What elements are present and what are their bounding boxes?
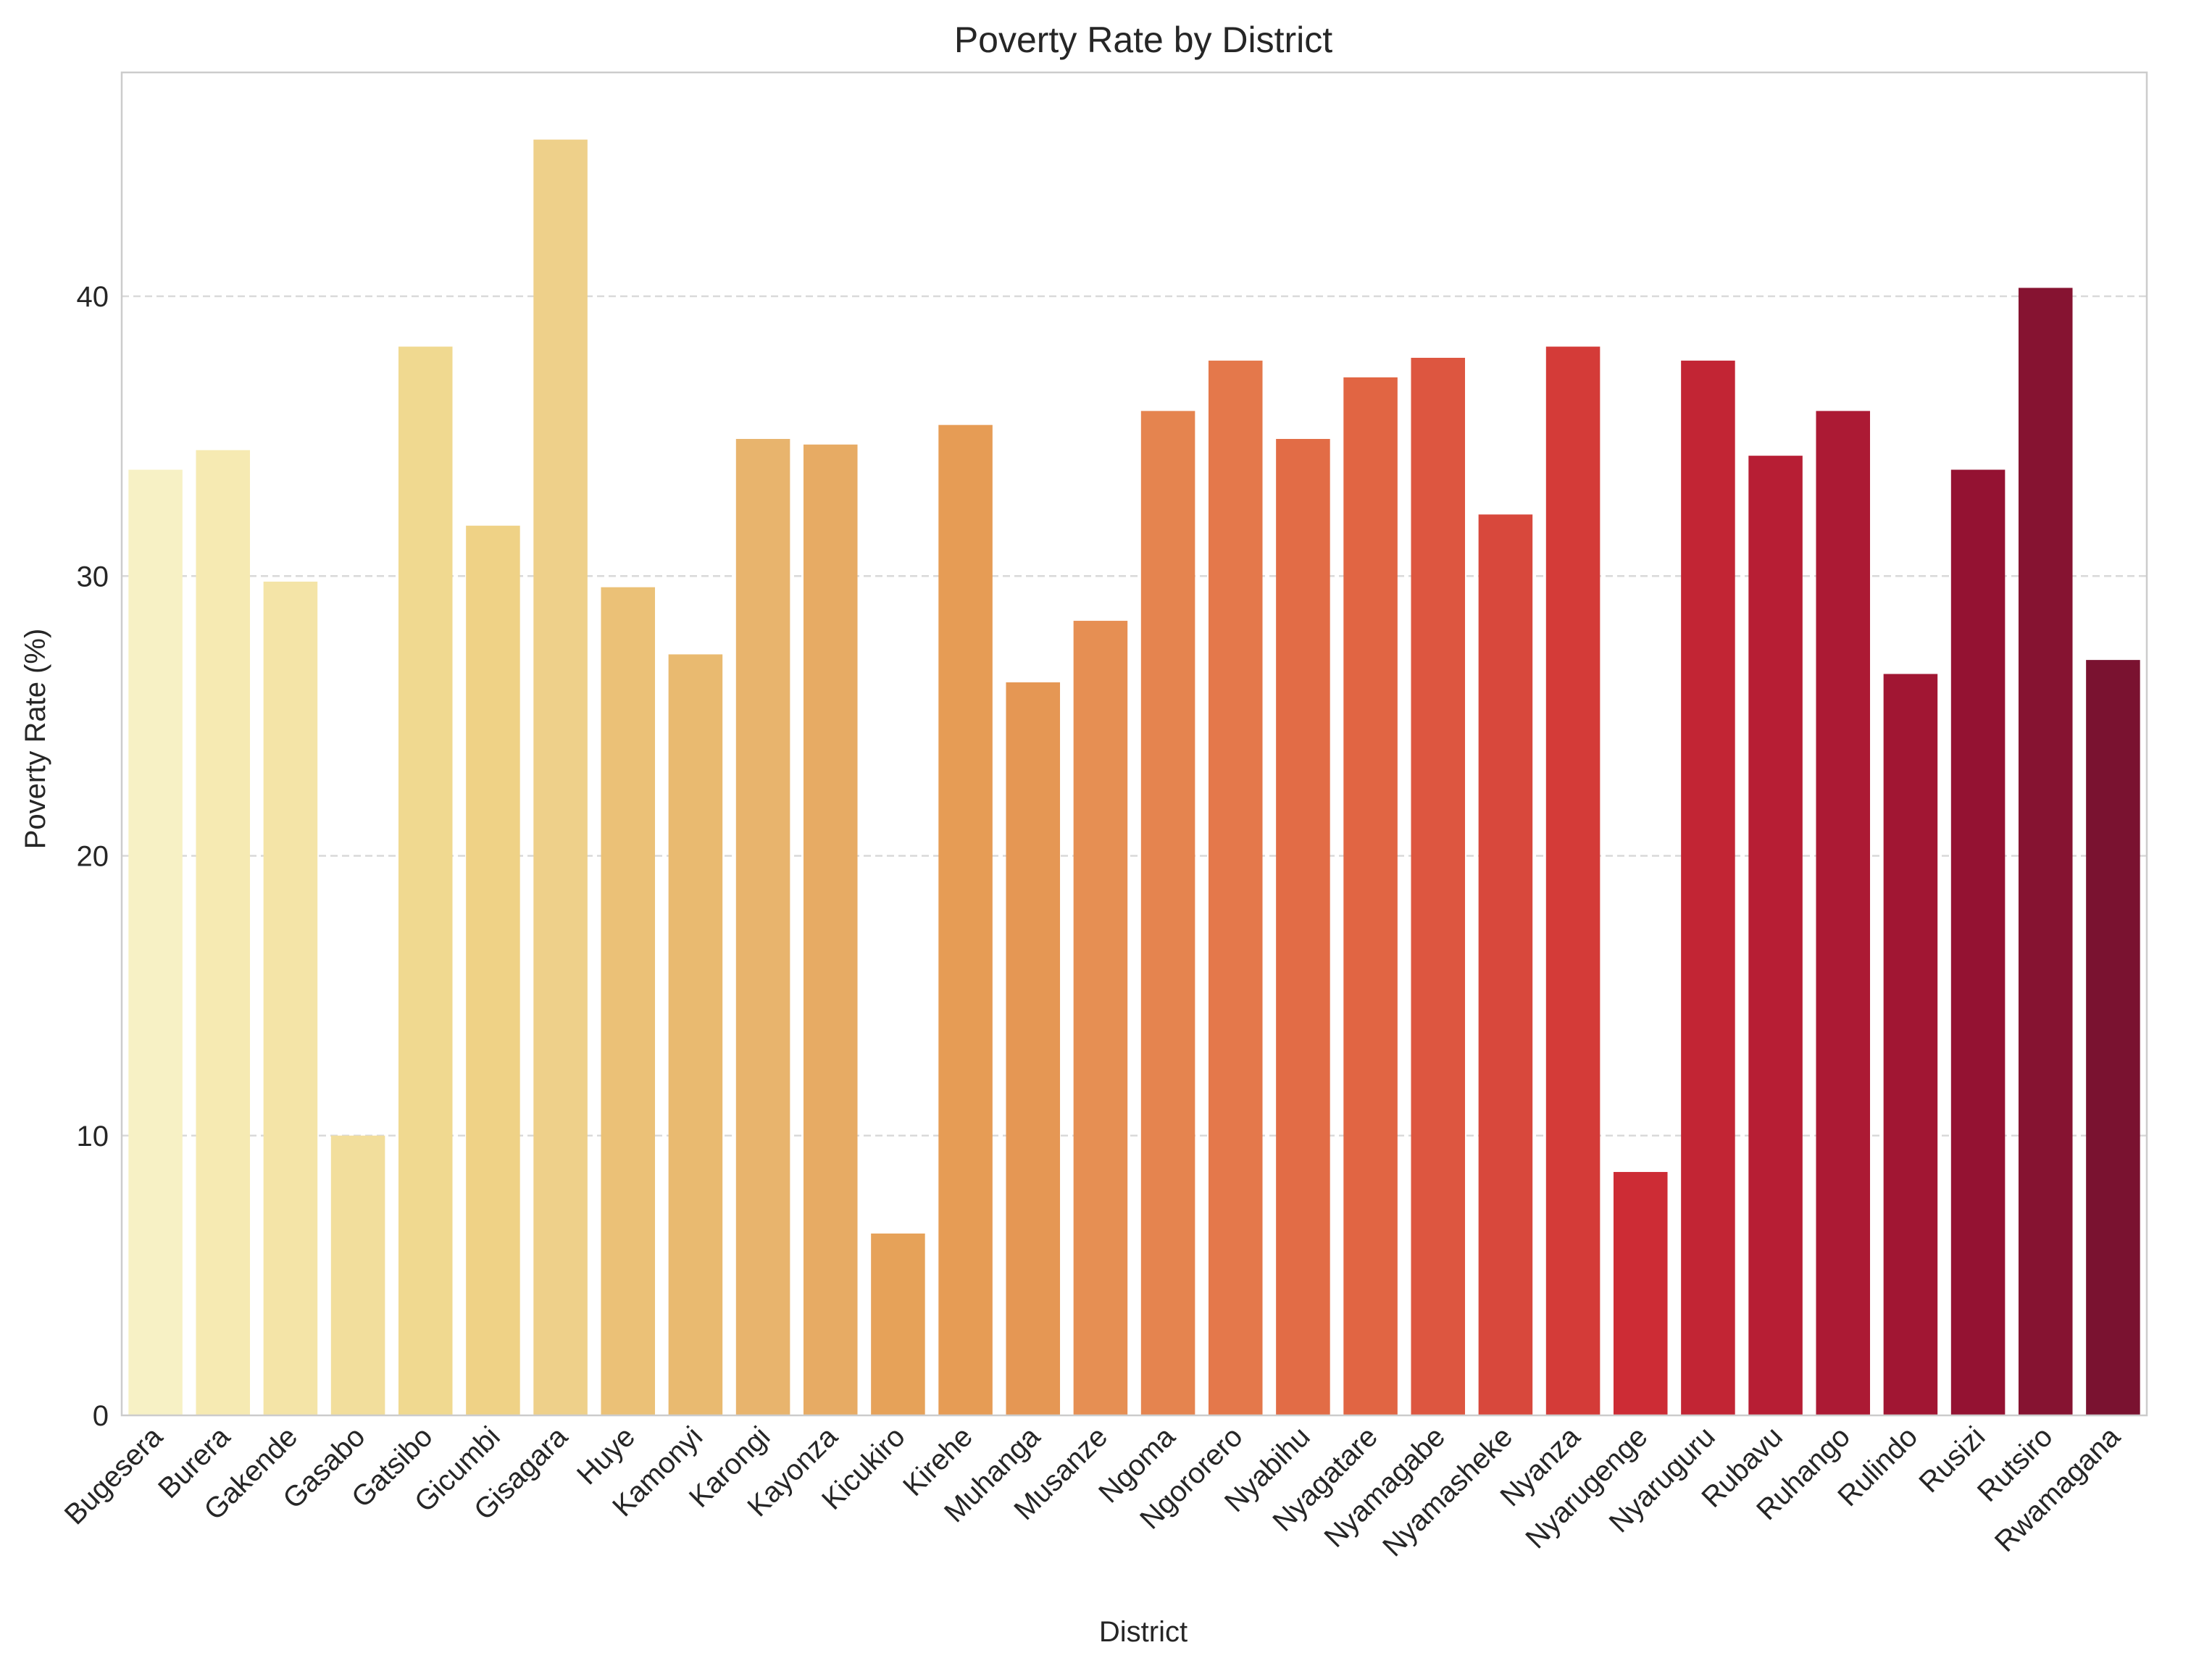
y-axis-label: Poverty Rate (%) — [20, 629, 51, 850]
bar-nyamasheke — [1478, 514, 1533, 1415]
y-tick-label: 40 — [77, 281, 109, 313]
bar-rulindo — [1883, 674, 1938, 1415]
bar-kamonyi — [668, 654, 723, 1415]
y-tick-label: 0 — [93, 1400, 109, 1432]
bar-gasabo — [330, 1135, 385, 1415]
y-tick-label: 30 — [77, 561, 109, 593]
bar-huye — [601, 587, 656, 1416]
bars — [128, 139, 2140, 1416]
bar-ruhango — [1816, 411, 1871, 1415]
bar-rwamagana — [2086, 660, 2140, 1415]
bar-ngoma — [1140, 411, 1195, 1415]
bar-rutsiro — [2018, 288, 2073, 1416]
bar-rusizi — [1950, 469, 2006, 1415]
gridlines — [122, 295, 2147, 1137]
y-tick-label: 10 — [77, 1121, 109, 1152]
plot-frame — [120, 71, 2148, 1417]
bar-kirehe — [938, 424, 993, 1415]
bar-gakende — [263, 581, 318, 1415]
x-axis-label: District — [1099, 1616, 1188, 1648]
bar-gicumbi — [466, 525, 520, 1415]
bar-gatsibo — [398, 346, 453, 1415]
bar-nyagatare — [1343, 377, 1398, 1416]
bar-rubavu — [1748, 456, 1803, 1415]
bar-nyamagabe — [1411, 357, 1466, 1416]
bar-kicukiro — [871, 1233, 925, 1415]
bar-nyaruguru — [1681, 360, 1735, 1415]
bar-muhanga — [1006, 682, 1061, 1415]
bar-kayonza — [803, 444, 858, 1415]
bar-ngororero — [1208, 360, 1263, 1415]
bar-bugesera — [128, 469, 183, 1415]
chart-title: Poverty Rate by District — [954, 20, 1332, 60]
bar-gisagara — [533, 139, 588, 1416]
bar-burera — [196, 450, 251, 1415]
bar-nyabihu — [1276, 438, 1330, 1415]
bar-karongi — [735, 438, 790, 1415]
bar-nyarugenge — [1613, 1171, 1668, 1415]
bar-nyanza — [1545, 346, 1600, 1415]
bar-musanze — [1073, 621, 1128, 1415]
y-tick-label: 20 — [77, 841, 109, 873]
y-axis-ticks: 0 10 20 30 40 — [77, 281, 109, 1432]
